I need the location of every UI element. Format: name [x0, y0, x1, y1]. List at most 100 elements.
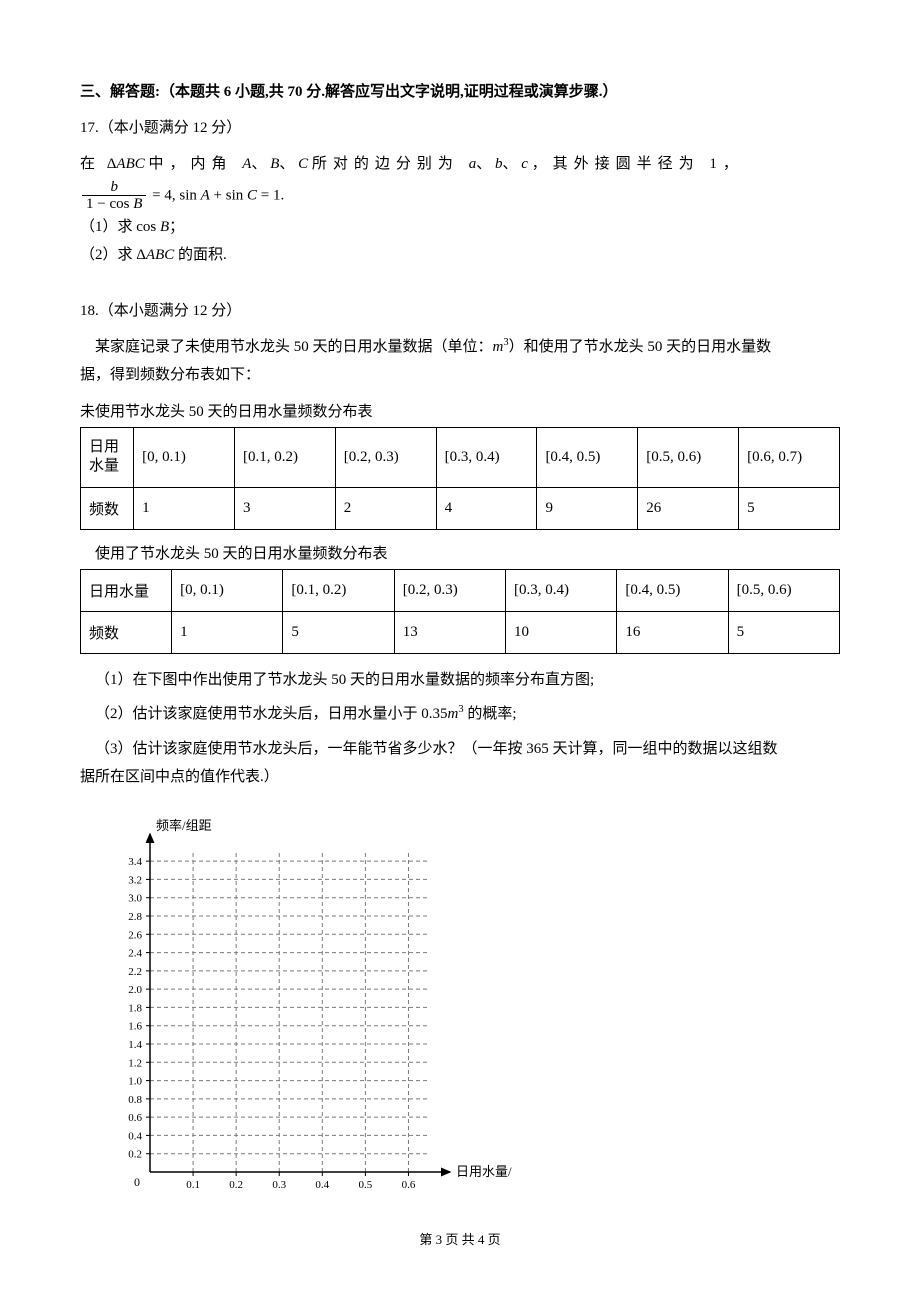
- intro-a: 某家庭记录了未使用节水龙头 50 天的日用水量数据（单位：: [95, 339, 493, 355]
- count-cell: 3: [234, 487, 335, 529]
- p17-text: ，其外接圆半径为 1，: [532, 156, 744, 172]
- interval-cell: [0.3, 0.4): [506, 569, 617, 611]
- svg-text:0.2: 0.2: [229, 1179, 243, 1191]
- eq-part: = 4, sin: [152, 187, 200, 203]
- svg-text:0.6: 0.6: [402, 1179, 416, 1191]
- interval-cell: [0.2, 0.3): [335, 427, 436, 487]
- unit-m: m: [493, 339, 504, 355]
- chart-svg: 0.20.40.60.81.01.21.41.61.82.02.22.42.62…: [100, 812, 520, 1212]
- count-cell: 5: [728, 611, 839, 653]
- svg-text:3.2: 3.2: [128, 874, 142, 886]
- svg-text:0.1: 0.1: [186, 1179, 200, 1191]
- count-cell: 1: [134, 487, 235, 529]
- interval-cell: [0.4, 0.5): [537, 427, 638, 487]
- problem-18-intro: 某家庭记录了未使用节水龙头 50 天的日用水量数据（单位：m3）和使用了节水龙头…: [80, 333, 840, 362]
- svg-text:0.8: 0.8: [128, 1093, 142, 1105]
- count-cell: 16: [617, 611, 728, 653]
- problem-17-equation: b 1 − cos B = 4, sin A + sin C = 1.: [80, 179, 840, 213]
- count-cell: 5: [283, 611, 394, 653]
- intro-b: ）和使用了节水龙头 50 天的日用水量数: [509, 339, 772, 355]
- problem-17-heading: 17.（本小题满分 12 分）: [80, 115, 840, 142]
- table-row: 日用水量 [0, 0.1) [0.1, 0.2) [0.2, 0.3) [0.3…: [81, 569, 840, 611]
- count-cell: 4: [436, 487, 537, 529]
- p17-C: C: [298, 156, 308, 172]
- svg-text:日用水量/: 日用水量/: [456, 1164, 512, 1179]
- frac-num: b: [110, 179, 118, 195]
- svg-text:2.8: 2.8: [128, 911, 142, 923]
- svg-text:1.8: 1.8: [128, 1002, 142, 1014]
- problem-18-q3b: 据所在区间中点的值作代表.）: [80, 763, 840, 792]
- interval-cell: [0, 0.1): [134, 427, 235, 487]
- row-label: 频数: [81, 487, 134, 529]
- sep: 、: [279, 156, 294, 172]
- table2-caption: 使用了节水龙头 50 天的日用水量频数分布表: [80, 542, 840, 563]
- svg-text:1.2: 1.2: [128, 1057, 142, 1069]
- frequency-table-2: 日用水量 [0, 0.1) [0.1, 0.2) [0.2, 0.3) [0.3…: [80, 569, 840, 654]
- count-cell: 13: [394, 611, 505, 653]
- q2b: 的概率;: [464, 706, 517, 722]
- svg-text:3.0: 3.0: [128, 892, 142, 904]
- problem-18-intro2: 据，得到频数分布表如下：: [80, 361, 840, 390]
- p17-ABC: ABC: [116, 156, 144, 172]
- frequency-table-1: 日用 水量 [0, 0.1) [0.1, 0.2) [0.2, 0.3) [0.…: [80, 427, 840, 530]
- histogram-grid-chart: 0.20.40.60.81.01.21.41.61.82.02.22.42.62…: [100, 812, 840, 1217]
- row-label: 日用水量: [81, 569, 172, 611]
- fraction: b 1 − cos B: [82, 179, 146, 213]
- interval-cell: [0.1, 0.2): [234, 427, 335, 487]
- q1-B: B: [160, 219, 169, 235]
- table-row: 日用 水量 [0, 0.1) [0.1, 0.2) [0.2, 0.3) [0.…: [81, 427, 840, 487]
- p17-delta: Δ: [107, 156, 117, 172]
- row-label: 频数: [81, 611, 172, 653]
- eq-A: A: [201, 187, 210, 203]
- interval-cell: [0.3, 0.4): [436, 427, 537, 487]
- eq-end: = 1.: [261, 187, 284, 203]
- svg-text:1.4: 1.4: [128, 1039, 142, 1051]
- table-row: 频数 1 5 13 10 16 5: [81, 611, 840, 653]
- sep: 、: [502, 156, 517, 172]
- count-cell: 26: [638, 487, 739, 529]
- q2-ABC: ABC: [146, 247, 174, 263]
- svg-text:0.4: 0.4: [128, 1130, 142, 1142]
- svg-text:2.2: 2.2: [128, 965, 142, 977]
- count-cell: 10: [506, 611, 617, 653]
- svg-text:0.2: 0.2: [128, 1148, 142, 1160]
- page-footer: 第 3 页 共 4 页: [80, 1229, 840, 1248]
- problem-18-q1: （1）在下图中作出使用了节水龙头 50 天的日用水量数据的频率分布直方图;: [80, 666, 840, 695]
- frac-den-pre: 1 − cos: [86, 196, 133, 212]
- row-label: 日用 水量: [81, 427, 134, 487]
- count-cell: 2: [335, 487, 436, 529]
- table1-caption: 未使用节水龙头 50 天的日用水量频数分布表: [80, 400, 840, 421]
- table-row: 频数 1 3 2 4 9 26 5: [81, 487, 840, 529]
- interval-cell: [0.5, 0.6): [728, 569, 839, 611]
- problem-17-q1: （1）求 cos B；: [80, 213, 840, 242]
- eq-plus: + sin: [214, 187, 247, 203]
- q1-pre: （1）求 cos: [80, 219, 160, 235]
- p17-text: 所对的边分别为: [312, 156, 469, 172]
- q2a: （2）估计该家庭使用节水龙头后，日用水量小于 0.35: [95, 706, 448, 722]
- interval-cell: [0.6, 0.7): [739, 427, 840, 487]
- interval-cell: [0.2, 0.3): [394, 569, 505, 611]
- count-cell: 5: [739, 487, 840, 529]
- p17-c: c: [521, 156, 528, 172]
- count-cell: 9: [537, 487, 638, 529]
- svg-text:0.3: 0.3: [272, 1179, 286, 1191]
- problem-17-body: 在 ΔABC 中，内角 A、 B、 C 所对的边分别为 a、 b、 c ，其外接…: [80, 150, 840, 179]
- p17-B: B: [270, 156, 279, 172]
- problem-17-q2: （2）求 ΔABC 的面积.: [80, 241, 840, 270]
- q2-pre: （2）求 Δ: [80, 247, 146, 263]
- sep: 、: [476, 156, 491, 172]
- interval-cell: [0.1, 0.2): [283, 569, 394, 611]
- interval-cell: [0.5, 0.6): [638, 427, 739, 487]
- svg-text:3.4: 3.4: [128, 856, 142, 868]
- svg-text:0.4: 0.4: [315, 1179, 329, 1191]
- q2-post: 的面积.: [174, 247, 227, 263]
- problem-18-q3a: （3）估计该家庭使用节水龙头后，一年能节省多少水？（一年按 365 天计算，同一…: [80, 735, 840, 764]
- eq-C: C: [247, 187, 257, 203]
- p17-text: 在: [80, 156, 103, 172]
- interval-cell: [0, 0.1): [172, 569, 283, 611]
- q1-post: ；: [169, 219, 184, 235]
- count-cell: 1: [172, 611, 283, 653]
- svg-text:2.6: 2.6: [128, 929, 142, 941]
- sep: 、: [251, 156, 266, 172]
- interval-cell: [0.4, 0.5): [617, 569, 728, 611]
